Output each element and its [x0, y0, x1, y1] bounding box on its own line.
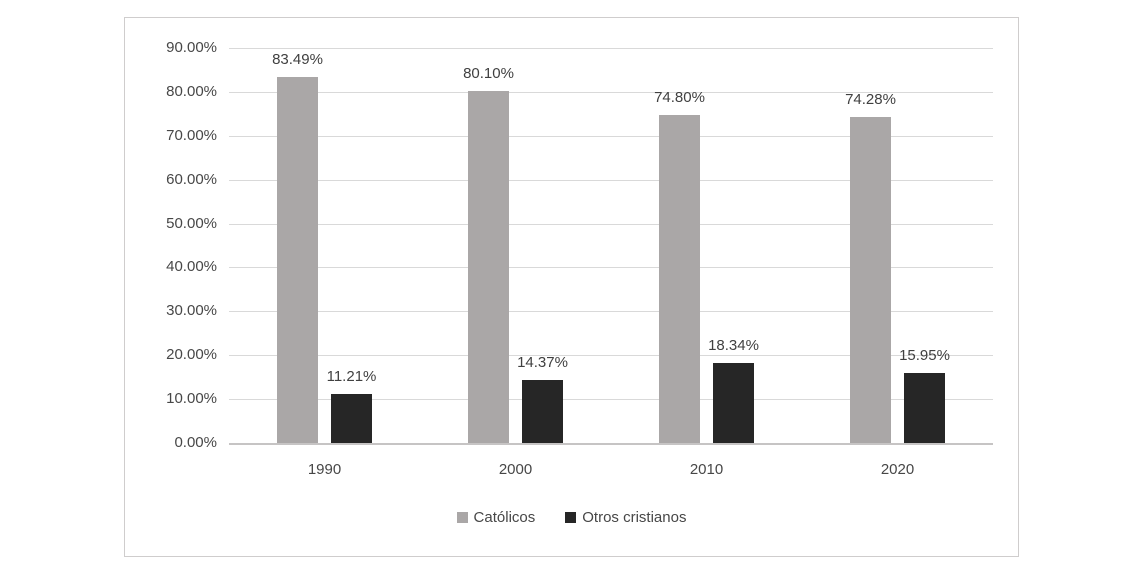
- gridline: [229, 223, 993, 225]
- data-label: 74.80%: [654, 88, 705, 106]
- gridline: [229, 267, 993, 269]
- x-tick-label: 2020: [880, 461, 915, 478]
- data-label: 80.10%: [463, 65, 514, 83]
- data-label: 15.95%: [899, 346, 950, 364]
- legend-label: Católicos: [473, 508, 536, 526]
- y-tick-label: 50.00%: [166, 214, 217, 232]
- bar-otros-cristianos: [904, 372, 945, 443]
- bar-católicos: [468, 91, 509, 443]
- legend-swatch-icon: [456, 511, 468, 523]
- y-tick-label: 30.00%: [166, 302, 217, 320]
- gridline: [229, 355, 993, 357]
- legend: Católicos Otros cristianos: [125, 507, 1018, 527]
- x-tick-label: 1990: [307, 461, 342, 478]
- data-label: 14.37%: [517, 353, 568, 371]
- x-tick-label: 2010: [689, 461, 724, 478]
- legend-item-otros-cristianos: Otros cristianos: [565, 509, 686, 526]
- chart-frame: 0.00% 10.00% 20.00% 30.00% 40.00% 50.00% 60.00…: [124, 17, 1019, 557]
- gridline: [229, 135, 993, 137]
- bar-otros-cristianos: [522, 379, 563, 443]
- y-tick-label: 60.00%: [166, 170, 217, 188]
- gridline: [229, 179, 993, 181]
- legend-swatch-icon: [565, 511, 577, 523]
- bar-católicos: [659, 114, 700, 443]
- bar-católicos: [277, 76, 318, 443]
- y-tick-label: 90.00%: [166, 39, 217, 56]
- y-tick-label: 0.00%: [174, 434, 217, 451]
- bar-otros-cristianos: [331, 393, 372, 443]
- gridline: [229, 91, 993, 93]
- gridline: [229, 48, 993, 49]
- gridline: [229, 399, 993, 401]
- bar-católicos: [850, 116, 891, 443]
- data-label: 74.28%: [845, 90, 896, 108]
- y-tick-label: 10.00%: [166, 390, 217, 408]
- y-tick-label: 20.00%: [166, 346, 217, 364]
- y-tick-label: 70.00%: [166, 126, 217, 144]
- bar-otros-cristianos: [713, 362, 754, 443]
- x-tick-label: 2000: [498, 461, 533, 478]
- data-label: 83.49%: [272, 50, 323, 68]
- data-label: 18.34%: [708, 336, 759, 354]
- y-tick-label: 40.00%: [166, 258, 217, 276]
- x-axis-line: [229, 443, 993, 445]
- gridline: [229, 311, 993, 313]
- legend-label: Otros cristianos: [582, 508, 687, 526]
- y-tick-label: 80.00%: [166, 82, 217, 100]
- legend-item-católicos: Católicos: [456, 508, 536, 526]
- data-label: 11.21%: [326, 367, 377, 385]
